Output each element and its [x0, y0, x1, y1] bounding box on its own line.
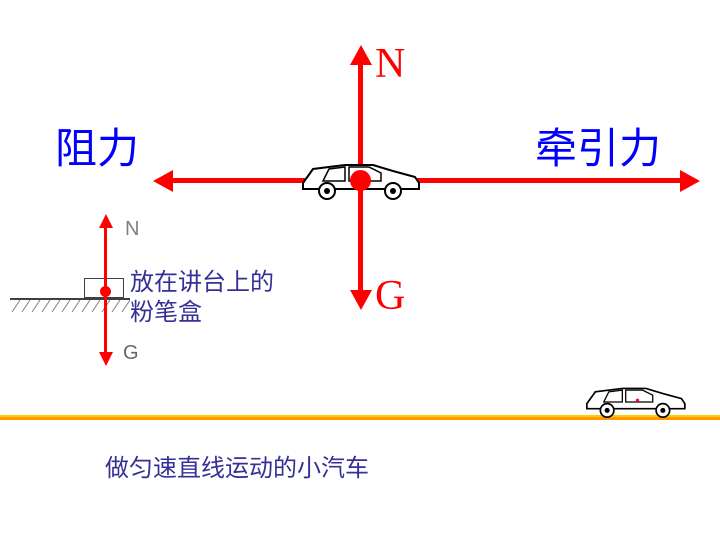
table-hatch: [10, 300, 130, 314]
horizontal-force-line: [168, 178, 685, 183]
ground-car: [580, 380, 690, 418]
small-center-dot: [100, 286, 111, 297]
label-G-main: G: [375, 272, 405, 320]
label-N-small: N: [125, 218, 139, 241]
left-arrowhead: [153, 170, 173, 192]
down-arrowhead: [350, 290, 372, 310]
label-N-main: N: [375, 40, 405, 88]
bottom-caption: 做匀速直线运动的小汽车: [105, 448, 369, 483]
label-resistance: 阻力: [55, 115, 139, 176]
center-dot: [350, 170, 371, 191]
chalk-box-caption: 放在讲台上的粉笔盒: [130, 268, 290, 328]
small-down-arrowhead: [99, 352, 113, 366]
right-arrowhead: [680, 170, 700, 192]
small-up-arrowhead: [99, 214, 113, 228]
label-traction: 牵引力: [535, 115, 661, 176]
up-arrowhead: [350, 45, 372, 65]
label-G-small: G: [123, 342, 139, 365]
